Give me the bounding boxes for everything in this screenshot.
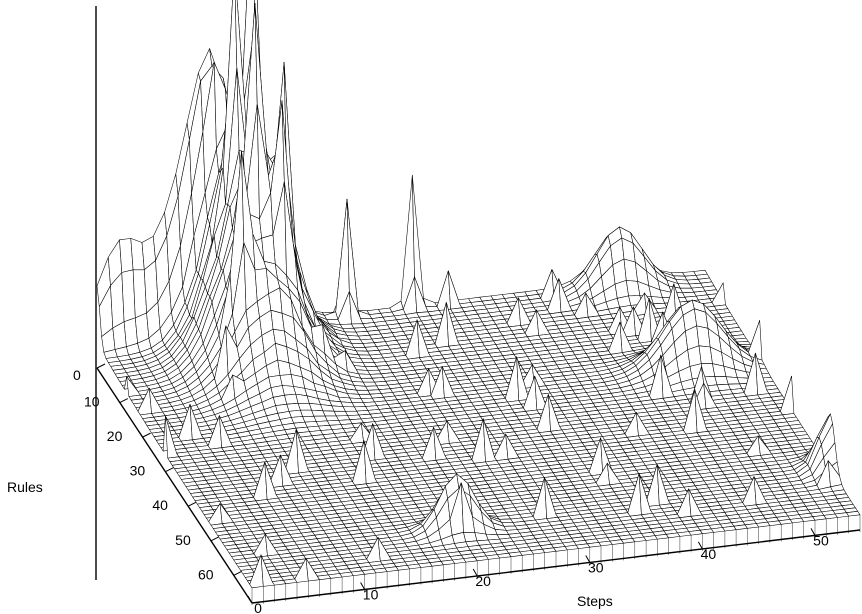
- surface-cell: [736, 341, 751, 345]
- steps-tick-label: 10: [363, 586, 379, 602]
- rules-tick-label: 40: [152, 497, 168, 513]
- surface-mesh: [96, 0, 861, 605]
- steps-tick-label: 20: [475, 573, 491, 589]
- rules-tick-label: 30: [130, 463, 146, 479]
- steps-tick-label: 30: [588, 559, 604, 575]
- rules-tick-mark: [210, 536, 220, 542]
- rules-tick-label: 50: [175, 532, 191, 548]
- steps-tick-label: 0: [254, 600, 262, 614]
- steps-tick-label: 50: [813, 532, 829, 548]
- rules-tick-mark: [165, 467, 174, 473]
- steps-tick-label: 40: [701, 546, 717, 562]
- rules-tick-mark: [96, 363, 106, 369]
- rules-tick-label: 20: [107, 428, 123, 444]
- rules-tick-mark: [142, 432, 151, 438]
- rules-tick-label: 10: [84, 394, 100, 410]
- rules-tick-mark: [119, 398, 129, 404]
- rules-tick-mark: [187, 501, 197, 507]
- rules-tick-label: 0: [73, 367, 81, 383]
- y-axis-title: Rules: [7, 479, 43, 495]
- steps-tick-mark: [247, 595, 253, 604]
- x-axis-title: Steps: [577, 593, 613, 609]
- rules-tick-label: 60: [198, 566, 214, 582]
- rules-tick-mark: [233, 570, 242, 576]
